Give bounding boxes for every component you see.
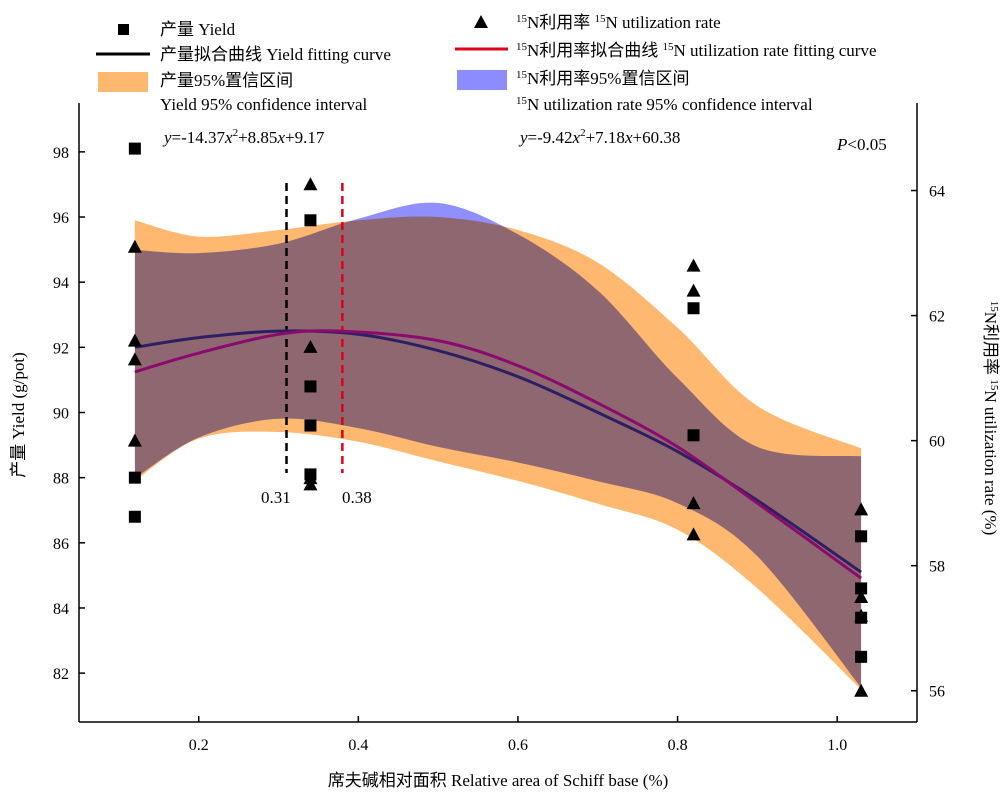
legend-yield-curve-label: 产量拟合曲线 Yield fitting curve bbox=[160, 45, 391, 64]
yield-point bbox=[855, 582, 868, 595]
data-points bbox=[127, 142, 869, 697]
y-right-tick-label: 56 bbox=[929, 684, 945, 701]
n-utilization-point bbox=[127, 352, 142, 366]
n-utilization-point bbox=[854, 502, 869, 516]
n-utilization-point bbox=[854, 683, 869, 697]
y-right-tick-label: 58 bbox=[929, 559, 945, 576]
x-tick-label: 0.4 bbox=[348, 737, 368, 754]
yield-point bbox=[304, 419, 317, 432]
n-utilization-point bbox=[303, 177, 318, 191]
legend-yield-ci-swatch bbox=[98, 72, 148, 92]
legend-n-ci-label-1: 15N利用率95%置信区间 bbox=[516, 69, 689, 88]
y-left-tick-label: 84 bbox=[53, 601, 69, 618]
yield-point bbox=[128, 510, 141, 523]
legend-yield-label: 产量 Yield bbox=[160, 20, 236, 39]
threshold-lines bbox=[285, 183, 344, 473]
n-utilization-fitting-curve bbox=[134, 329, 862, 580]
vline-label-0-31: 0.31 bbox=[261, 488, 291, 507]
n-utilization-point bbox=[127, 433, 142, 447]
axes: 0.2 0.4 0.6 0.8 1.0 82 84 86 88 90 92 94 96 98 56 58 60 6… bbox=[53, 103, 945, 754]
vline-label-0-38: 0.38 bbox=[342, 488, 372, 507]
yield-point bbox=[855, 530, 868, 543]
y-right-tick-label: 64 bbox=[929, 184, 945, 201]
n-utilization-point bbox=[854, 589, 869, 603]
x-tick-label: 0.8 bbox=[668, 737, 688, 754]
legend-n-label: 15N利用率 15N utilization rate bbox=[516, 13, 721, 32]
n-utilization-point bbox=[303, 339, 318, 353]
n-utilization-point bbox=[127, 239, 142, 253]
legend-n-ci-swatch bbox=[457, 70, 507, 90]
y-right-axis-title: 15N利用率 15N utilization rate (%) bbox=[981, 301, 1000, 535]
fitting-curves bbox=[134, 329, 862, 580]
n-utilization-point bbox=[854, 608, 869, 622]
n-utilization-point bbox=[686, 283, 701, 297]
yield-point bbox=[128, 471, 141, 484]
legend-yield-marker bbox=[118, 24, 129, 35]
y-right-tick-label: 62 bbox=[929, 309, 945, 326]
y-left-tick-label: 98 bbox=[53, 145, 69, 162]
y-left-axis-title: 产量 Yield (g/pot) bbox=[9, 352, 28, 478]
n-utilization-point bbox=[127, 333, 142, 347]
y-left-tick-label: 94 bbox=[53, 275, 69, 292]
y-left-tick-label: 92 bbox=[53, 340, 69, 357]
x-axis-title: 席夫碱相对面积 Relative area of Schiff base (%) bbox=[328, 771, 669, 790]
y-left-tick-label: 82 bbox=[53, 666, 69, 683]
yield-point bbox=[687, 429, 700, 442]
yield-point bbox=[855, 650, 868, 663]
yield-point bbox=[304, 380, 317, 393]
yield-equation: y=-14.37x2+8.85x+9.17 bbox=[162, 127, 325, 147]
y-left-tick-label: 96 bbox=[53, 210, 69, 227]
p-value: P<0.05 bbox=[836, 135, 887, 154]
legend-yield-ci-label-2: Yield 95% confidence interval bbox=[160, 95, 368, 114]
legend-n-curve-label: 15N利用率拟合曲线 15N utilization rate fitting … bbox=[516, 41, 877, 60]
n-utilization-point bbox=[686, 527, 701, 541]
x-tick-label: 1.0 bbox=[827, 737, 847, 754]
yield-point bbox=[687, 302, 700, 315]
n-utilization-point bbox=[303, 477, 318, 491]
confidence-bands bbox=[134, 202, 862, 690]
yield-point bbox=[304, 214, 317, 227]
y-right-tick-label: 60 bbox=[929, 434, 945, 451]
legend-n-ci-label-2: 15N utilization rate 95% confidence inte… bbox=[516, 95, 813, 114]
legend: 产量 Yield 产量拟合曲线 Yield fitting curve 产量95… bbox=[96, 13, 877, 114]
x-tick-label: 0.2 bbox=[189, 737, 209, 754]
legend-n-marker bbox=[474, 15, 488, 28]
yield-point bbox=[128, 142, 141, 155]
legend-yield-ci-label-1: 产量95%置信区间 bbox=[160, 71, 293, 90]
n-utilization-point bbox=[686, 496, 701, 510]
y-left-tick-label: 88 bbox=[53, 471, 69, 488]
n-utilization-point bbox=[686, 258, 701, 272]
y-left-tick-label: 90 bbox=[53, 406, 69, 423]
n-utilization-confidence-band bbox=[134, 202, 862, 688]
n-equation: y=-9.42x2+7.18x+60.38 bbox=[518, 127, 680, 147]
y-left-tick-label: 86 bbox=[53, 536, 69, 553]
x-tick-label: 0.6 bbox=[508, 737, 528, 754]
